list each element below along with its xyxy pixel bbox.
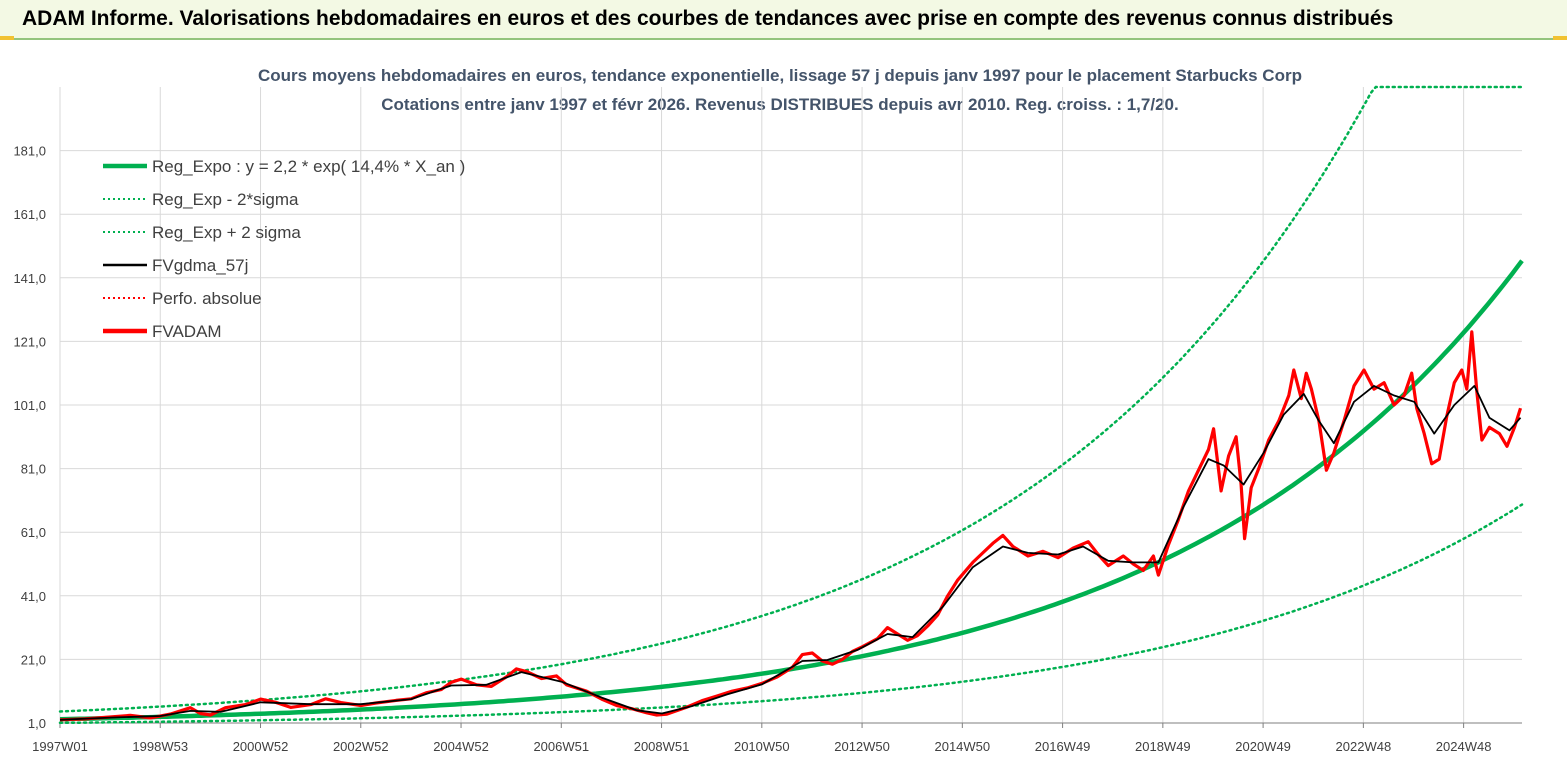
fvgdma-57j-line	[59, 385, 1522, 721]
gridlines	[59, 87, 1522, 724]
y-tick-label: 21,0	[21, 652, 46, 667]
x-axis: 1997W01 1998W53 2000W52 2002W52 2004W52 2006W…	[32, 722, 1522, 754]
x-tick-label: 2004W52	[433, 739, 489, 754]
x-tick-label: 1997W01	[32, 739, 88, 754]
corner-mark-right	[1553, 36, 1567, 41]
y-tick-label: 121,0	[13, 334, 46, 349]
x-tick-label: 2014W50	[934, 739, 990, 754]
legend-label: Reg_Expo : y = 2,2 * exp( 14,4% * X_an )	[152, 157, 465, 176]
y-tick-label: 1,0	[28, 716, 46, 731]
y-tick-label: 141,0	[13, 271, 46, 286]
report-title: ADAM Informe. Valorisations hebdomadaire…	[22, 7, 1394, 30]
y-tick-label: 161,0	[13, 207, 46, 222]
legend: Reg_Expo : y = 2,2 * exp( 14,4% * X_an )…	[103, 157, 465, 341]
plot-area	[58, 85, 1524, 725]
reg-minus-2sigma-line	[58, 503, 1524, 725]
reg-plus-2sigma-line	[58, 85, 1524, 713]
x-tick-label: 2012W50	[834, 739, 890, 754]
y-tick-label: 101,0	[13, 398, 46, 413]
x-tick-label: 2000W52	[233, 739, 289, 754]
x-tick-label: 2024W48	[1436, 739, 1492, 754]
y-tick-label: 41,0	[21, 589, 46, 604]
legend-label: Reg_Exp + 2 sigma	[152, 223, 301, 242]
x-tick-label: 2008W51	[634, 739, 690, 754]
chart-title: Cours moyens hebdomadaires en euros, ten…	[258, 66, 1302, 85]
chart-subtitle: Cotations entre janv 1997 et févr 2026. …	[381, 95, 1178, 114]
x-tick-label: 2018W49	[1135, 739, 1191, 754]
x-tick-label: 2020W49	[1235, 739, 1291, 754]
x-tick-label: 2002W52	[333, 739, 389, 754]
legend-label: FVgdma_57j	[152, 256, 248, 275]
y-tick-label: 81,0	[21, 462, 46, 477]
x-tick-label: 2022W48	[1336, 739, 1392, 754]
corner-mark-left	[0, 36, 14, 41]
x-tick-label: 1998W53	[132, 739, 188, 754]
legend-label: Reg_Exp - 2*sigma	[152, 190, 299, 209]
x-tick-label: 2010W50	[734, 739, 790, 754]
x-tick-label: 2016W49	[1035, 739, 1091, 754]
y-tick-label: 181,0	[13, 144, 46, 159]
legend-label: FVADAM	[152, 322, 222, 341]
chart: Cours moyens hebdomadaires en euros, ten…	[0, 40, 1567, 783]
report-banner: ADAM Informe. Valorisations hebdomadaire…	[0, 0, 1567, 40]
x-tick-label: 2006W51	[533, 739, 589, 754]
y-tick-label: 61,0	[21, 525, 46, 540]
legend-label: Perfo. absolue	[152, 289, 262, 308]
y-axis: 1,0 21,0 41,0 61,0 81,0 101,0 121,0 141,0 161,0 1…	[13, 144, 46, 731]
